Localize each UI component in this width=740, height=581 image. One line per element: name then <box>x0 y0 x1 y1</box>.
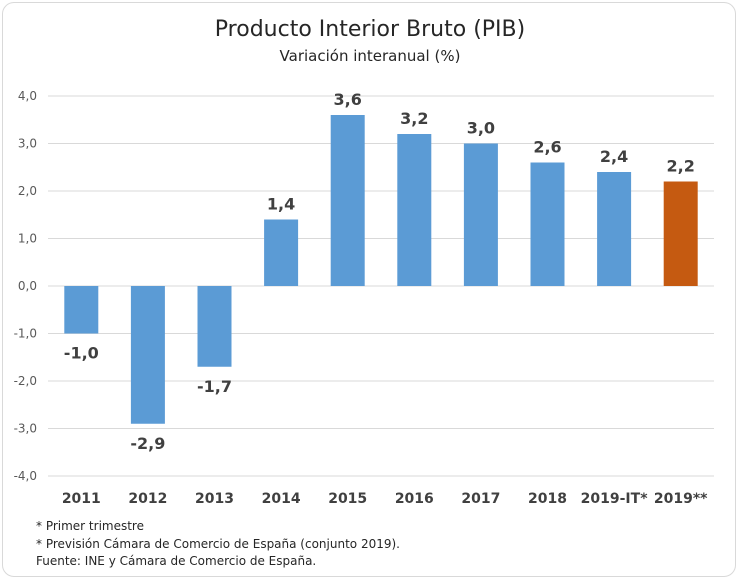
x-tick-label: 2018 <box>528 491 567 507</box>
y-tick-label: -1,0 <box>14 327 37 341</box>
x-tick-label: 2015 <box>328 491 367 507</box>
data-label: 2,4 <box>600 147 628 166</box>
y-tick-label: 4,0 <box>18 89 37 103</box>
data-label: -1,0 <box>64 344 99 363</box>
bar <box>197 286 232 367</box>
bar <box>663 181 698 286</box>
data-label: 3,6 <box>334 90 362 109</box>
x-tick-label: 2014 <box>262 491 301 507</box>
y-tick-label: 0,0 <box>18 279 37 293</box>
y-tick-label: 3,0 <box>18 137 37 151</box>
chart-subtitle: Variación interanual (%) <box>279 47 461 65</box>
x-tick-label: 2019-IT* <box>581 491 649 507</box>
x-tick-label: 2019** <box>654 491 708 507</box>
x-tick-label: 2012 <box>128 491 167 507</box>
data-label: 1,4 <box>267 195 295 214</box>
chart-notes: * Primer trimestre * Previsión Cámara de… <box>36 518 400 571</box>
y-tick-label: 2,0 <box>18 184 37 198</box>
chart-title: Producto Interior Bruto (PIB) <box>214 17 526 42</box>
x-tick-label: 2017 <box>461 491 500 507</box>
note-forecast: * Previsión Cámara de Comercio de España… <box>36 536 400 551</box>
data-label: -2,9 <box>130 434 165 453</box>
data-label: 2,6 <box>533 138 561 157</box>
bar <box>130 286 165 424</box>
y-tick-label: -3,0 <box>14 422 37 436</box>
bar <box>264 219 299 286</box>
note-first-quarter: * Primer trimestre <box>36 519 144 533</box>
y-tick-label: 1,0 <box>18 232 37 246</box>
data-label: 3,0 <box>467 119 495 138</box>
bar <box>64 286 99 334</box>
bar <box>597 172 632 286</box>
bar <box>330 115 365 286</box>
x-tick-label: 2013 <box>195 491 234 507</box>
bar <box>530 162 565 286</box>
y-tick-label: -2,0 <box>14 374 37 388</box>
y-tick-label: -4,0 <box>14 469 37 483</box>
data-label: 3,2 <box>400 109 428 128</box>
bar <box>463 143 498 286</box>
data-label: -1,7 <box>197 377 232 396</box>
x-tick-label: 2011 <box>62 491 101 507</box>
note-source: Fuente: INE y Cámara de Comercio de Espa… <box>36 554 317 568</box>
x-tick-label: 2016 <box>395 491 434 507</box>
data-label: 2,2 <box>667 157 695 176</box>
bar <box>397 134 432 286</box>
